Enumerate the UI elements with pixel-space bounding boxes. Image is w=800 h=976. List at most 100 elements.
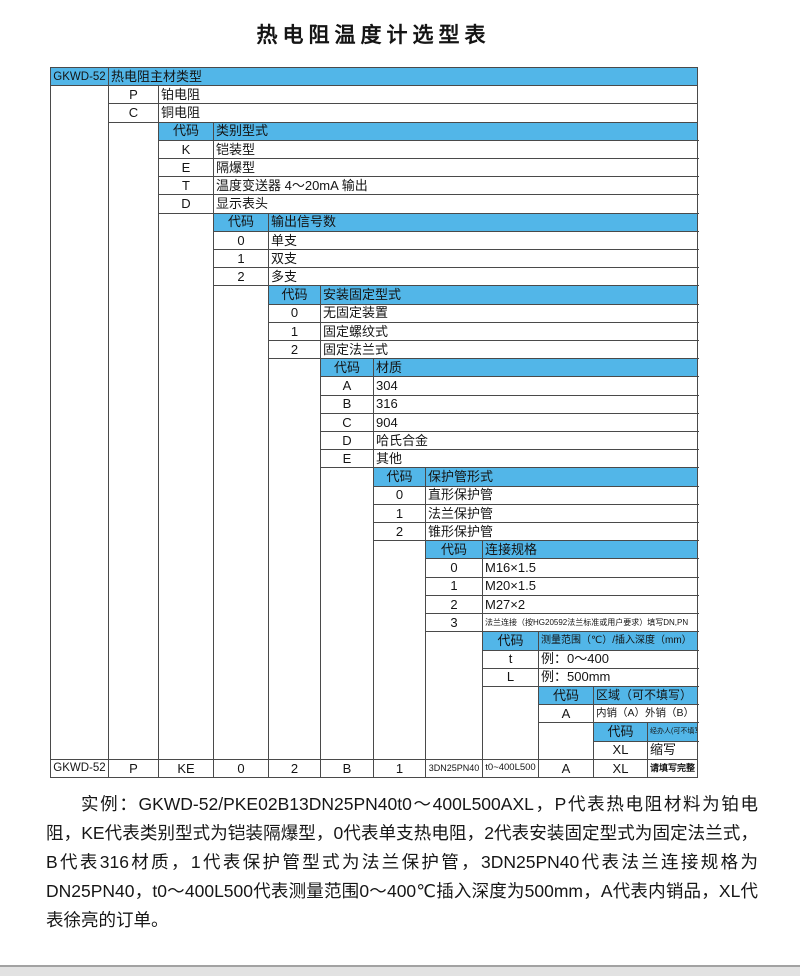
- table-row: 0 M16×1.5: [51, 558, 699, 578]
- option-code-cell: 2: [268, 340, 321, 360]
- spacer-cell: [158, 212, 214, 760]
- summary-cell: XL: [593, 758, 648, 779]
- option-code-cell: 1: [373, 503, 426, 524]
- option-code-cell: 1: [268, 321, 321, 342]
- summary-cell: A: [538, 758, 594, 779]
- option-code-cell: 2: [213, 267, 269, 287]
- table-row: 代码 连接规格: [51, 540, 699, 760]
- option-desc-cell: 多支: [267, 267, 699, 287]
- table-row: 代码 测量范围（℃）/插入深度（mm）: [51, 631, 699, 760]
- table-row: C 铜电阻: [51, 103, 699, 123]
- page-title: 热电阻温度计选型表: [256, 24, 491, 47]
- option-desc-cell: 法兰连接（按HG20592法兰标准或用户要求）填写DN,PN: [481, 613, 699, 633]
- step-header-code: 代码: [320, 358, 374, 378]
- spacer-cell: [50, 85, 109, 760]
- option-code-cell: 3: [425, 613, 483, 633]
- table-row: 代码 安装固定型式: [51, 285, 699, 760]
- step-header-code: 代码: [593, 722, 648, 742]
- spacer-cell: [538, 722, 594, 760]
- option-desc-cell: 直形保护管: [424, 485, 699, 505]
- model-selection-table: GKWD-52 热电阻主材类型 P 铂电阻 C 铜电阻 代码 类别型式 K 铠装型 E 隔爆型 T 温度变…: [50, 66, 699, 779]
- option-desc-cell: 316: [372, 394, 699, 414]
- table-row: 0 直形保护管: [51, 485, 699, 505]
- option-code-cell: E: [158, 158, 214, 178]
- step-header-title: 类别型式: [212, 121, 699, 141]
- option-code-cell: T: [158, 176, 214, 196]
- option-desc-cell: 隔爆型: [212, 158, 699, 178]
- step-header-code: 代码: [213, 212, 269, 232]
- option-desc-cell: 例：500mm: [537, 667, 699, 687]
- option-desc-cell: 无固定装置: [319, 303, 699, 323]
- option-code-cell: 1: [425, 576, 483, 596]
- option-desc-cell: 铂电阻: [157, 85, 699, 105]
- option-desc-cell: M20×1.5: [481, 576, 699, 596]
- option-code-cell: 2: [373, 522, 426, 542]
- step-header-code: 代码: [373, 467, 426, 487]
- summary-cell: KE: [158, 758, 214, 779]
- summary-cell: t0~400L500: [482, 758, 539, 779]
- table-row: XL 缩写: [51, 740, 699, 760]
- selection-table-body: GKWD-52 热电阻主材类型 P 铂电阻 C 铜电阻 代码 类别型式 K 铠装型 E 隔爆型 T 温度变…: [50, 66, 699, 779]
- summary-cell: P: [108, 758, 159, 779]
- option-code-cell: L: [482, 667, 539, 687]
- option-code-cell: A: [320, 376, 374, 396]
- table-row: P 铂电阻: [50, 85, 699, 760]
- option-code-cell: C: [108, 103, 159, 123]
- spacer-cell: [268, 358, 321, 760]
- spacer-cell: [373, 540, 426, 760]
- option-desc-cell: 哈氏合金: [372, 431, 699, 451]
- option-desc-cell: 固定法兰式: [319, 340, 699, 360]
- option-code-cell: 0: [268, 303, 321, 323]
- summary-cell: B: [320, 758, 374, 779]
- option-code-cell: A: [538, 704, 594, 724]
- step-header-title: 安装固定型式: [319, 285, 699, 305]
- spacer-cell: [482, 685, 539, 760]
- table-row: GKWD-52 P KE 0 2 B 1 3DN25PN40 t0~400L500 A XL 请填写完…: [50, 758, 699, 779]
- table-row: D 显示表头: [51, 194, 699, 214]
- step-header-code: 代码: [425, 540, 483, 560]
- option-code-cell: K: [158, 139, 214, 160]
- option-code-cell: B: [320, 394, 374, 414]
- summary-cell: 1: [373, 758, 426, 779]
- option-code-cell: D: [320, 431, 374, 451]
- summary-cell: GKWD-52: [50, 758, 109, 779]
- option-code-cell: 1: [213, 249, 269, 269]
- summary-cell: 请填写完整: [646, 758, 699, 779]
- option-code-cell: 0: [213, 230, 269, 251]
- option-desc-cell: 304: [372, 376, 699, 396]
- spacer-cell: [425, 631, 483, 760]
- step-header-code: 代码: [268, 285, 321, 305]
- option-code-cell: C: [320, 412, 374, 433]
- option-desc-cell: 铠装型: [212, 139, 699, 160]
- step-header-code: 代码: [482, 631, 539, 651]
- option-desc-cell: 内销（A）外销（B）: [592, 704, 699, 724]
- option-code-cell: P: [108, 85, 159, 105]
- table-row: 代码 保护管形式: [51, 467, 699, 760]
- summary-cell: 2: [268, 758, 321, 779]
- step-header-title: 连接规格: [481, 540, 699, 560]
- table-row: E 隔爆型: [51, 158, 699, 178]
- option-desc-cell: M16×1.5: [481, 558, 699, 578]
- table-row: 2 锥形保护管: [51, 522, 699, 542]
- summary-cell: 0: [213, 758, 269, 779]
- option-desc-cell: M27×2: [481, 594, 699, 615]
- step-header-title: 输出信号数: [267, 212, 699, 232]
- option-desc-cell: 双支: [267, 249, 699, 269]
- option-desc-cell: 缩写: [646, 740, 699, 760]
- table-row: GKWD-52 热电阻主材类型: [50, 66, 699, 87]
- option-desc-cell: 锥形保护管: [424, 522, 699, 542]
- model-code-cell: GKWD-52: [50, 66, 109, 87]
- option-desc-cell: 单支: [267, 230, 699, 251]
- option-code-cell: D: [158, 194, 214, 214]
- option-desc-cell: 904: [372, 412, 699, 433]
- option-desc-cell: 显示表头: [212, 194, 699, 214]
- spacer-cell: [108, 121, 159, 760]
- option-desc-cell: 固定螺纹式: [319, 321, 699, 342]
- step-header-title: 热电阻主材类型: [107, 66, 699, 87]
- step-header-title: 保护管形式: [424, 467, 699, 487]
- option-code-cell: 0: [373, 485, 426, 505]
- option-code-cell: XL: [593, 740, 648, 760]
- option-code-cell: t: [482, 649, 539, 669]
- step-header-code: 代码: [158, 121, 214, 141]
